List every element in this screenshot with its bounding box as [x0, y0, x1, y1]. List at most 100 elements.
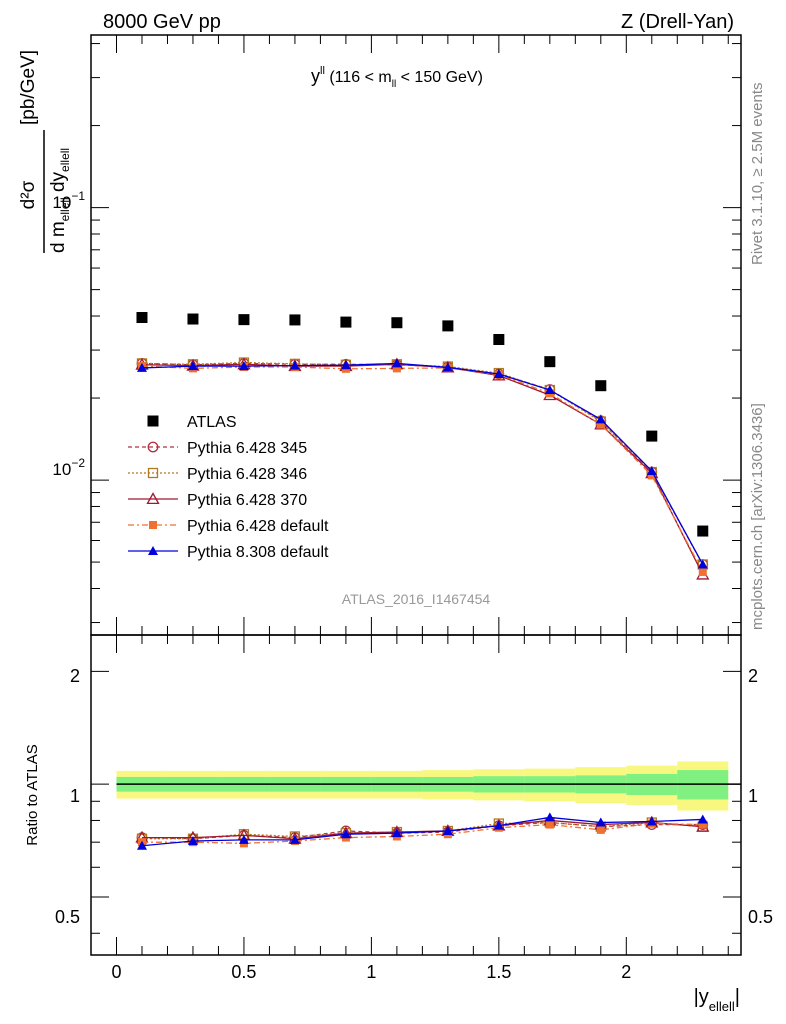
data-point — [646, 430, 658, 442]
ylabel-numerator: d²σ — [18, 180, 39, 209]
series-line — [141, 362, 704, 565]
legend-item: Pythia 6.428 345 — [128, 440, 307, 457]
data-point — [698, 567, 707, 576]
data-point — [391, 317, 403, 329]
series-2 — [136, 357, 708, 570]
x-tick-label: 1.5 — [486, 962, 511, 982]
legend-item: Pythia 6.428 370 — [128, 492, 307, 509]
legend-label: Pythia 6.428 345 — [187, 440, 307, 457]
data-point — [697, 559, 708, 569]
data-point — [238, 361, 249, 371]
legend-item: Pythia 6.428 346 — [128, 466, 307, 483]
ylabel-unit: [pb/GeV] — [18, 50, 39, 125]
x-tick-label: 2 — [621, 962, 631, 982]
ratio-panel-ticks — [91, 635, 741, 955]
data-point — [136, 362, 147, 372]
ratio-panel-frame — [90, 634, 742, 956]
series-5 — [136, 358, 708, 569]
ratio-band — [116, 761, 741, 811]
data-point — [136, 312, 148, 324]
data-point — [544, 385, 555, 395]
ratio-point — [697, 814, 708, 824]
data-point — [493, 369, 504, 379]
ratio-tick-1: 1 — [70, 786, 80, 806]
ratio-series — [135, 812, 710, 850]
ratio-point — [136, 840, 147, 850]
ratio-tick-2-right: 2 — [748, 666, 758, 686]
data-point — [392, 364, 401, 373]
ratio-series-5 — [136, 812, 708, 850]
legend-item: Pythia 6.428 default — [128, 518, 329, 535]
ratio-point — [493, 820, 504, 830]
data-point — [391, 358, 402, 368]
legend-label: ATLAS — [187, 414, 237, 431]
ratio-tick-1-right: 1 — [748, 786, 758, 806]
series-0 — [136, 312, 709, 537]
data-point — [289, 314, 301, 326]
mcplots-label: mcplots.cern.ch [arXiv:1306.3436] — [749, 403, 766, 630]
legend-label: Pythia 6.428 default — [187, 518, 329, 535]
data-point — [442, 362, 453, 372]
x-tick-label: 1 — [366, 962, 376, 982]
data-point — [340, 360, 351, 370]
series-1 — [136, 358, 709, 570]
ratio-point — [545, 820, 554, 829]
ratio-point — [595, 817, 606, 827]
main-ylabel: d²σ d mellell dyellell [pb/GeV] — [18, 50, 72, 253]
data-point — [187, 313, 199, 325]
ratio-tick-0.5-right: 0.5 — [748, 907, 773, 927]
main-series — [135, 312, 710, 580]
ratio-tick-2: 2 — [70, 666, 80, 686]
legend-label: Pythia 6.428 346 — [187, 466, 307, 483]
data-point — [595, 380, 607, 392]
ratio-point — [187, 836, 198, 846]
data-point — [544, 356, 556, 368]
series-line — [141, 365, 704, 573]
ratio-point — [646, 816, 657, 826]
legend-item: Pythia 8.308 default — [128, 544, 329, 561]
header-right: Z (Drell-Yan) — [621, 11, 734, 33]
legend-marker — [147, 467, 159, 479]
ratio-point — [238, 834, 249, 844]
ratio-point — [596, 825, 605, 834]
header-left: 8000 GeV pp — [103, 11, 221, 33]
rivet-label: Rivet 3.1.10, ≥ 2.5M events — [749, 83, 766, 266]
legend-label: Pythia 8.308 default — [187, 544, 329, 561]
ratio-line — [141, 822, 703, 845]
data-point — [493, 334, 505, 346]
ratio-point — [698, 820, 707, 829]
legend-marker — [147, 441, 159, 453]
ratio-ylabel: Ratio to ATLAS — [24, 744, 41, 845]
ytick-label-1e-2: 10−2 — [52, 456, 85, 479]
x-axis-label: |yellell| — [694, 986, 740, 1014]
data-point — [646, 465, 657, 475]
main-panel-ticks — [91, 35, 741, 635]
x-tick-label: 0.5 — [231, 962, 256, 982]
legend: ATLAS Pythia 6.428 345 Pythia 6.428 346 Pyt… — [128, 414, 329, 561]
ylabel-denominator: d mellell dyellell — [48, 148, 72, 253]
ytick-label-1e-1: 10−1 — [52, 189, 85, 212]
ratio-point — [391, 828, 402, 838]
legend-label: Pythia 6.428 370 — [187, 492, 307, 509]
legend-marker — [149, 521, 157, 529]
analysis-watermark: ATLAS_2016_I1467454 — [342, 591, 491, 607]
ratio-series-3 — [135, 813, 710, 844]
legend-marker — [148, 546, 158, 555]
legend-item: ATLAS — [147, 414, 237, 431]
main-title: yll (116 < mll < 150 GeV) — [311, 65, 483, 90]
ratio-point — [442, 825, 453, 835]
data-point — [697, 525, 709, 537]
ratio-point — [289, 834, 300, 844]
data-point — [289, 360, 300, 370]
data-point — [238, 314, 250, 326]
legend-marker — [147, 415, 159, 427]
data-point — [596, 420, 605, 429]
legend-marker — [146, 492, 160, 505]
data-point — [340, 316, 352, 328]
data-point — [442, 320, 454, 332]
ratio-point — [544, 812, 555, 822]
ratio-point — [340, 829, 351, 839]
x-tick-labels: 0 0.5 1 1.5 2 — [111, 962, 631, 982]
ratio-line — [141, 816, 703, 847]
